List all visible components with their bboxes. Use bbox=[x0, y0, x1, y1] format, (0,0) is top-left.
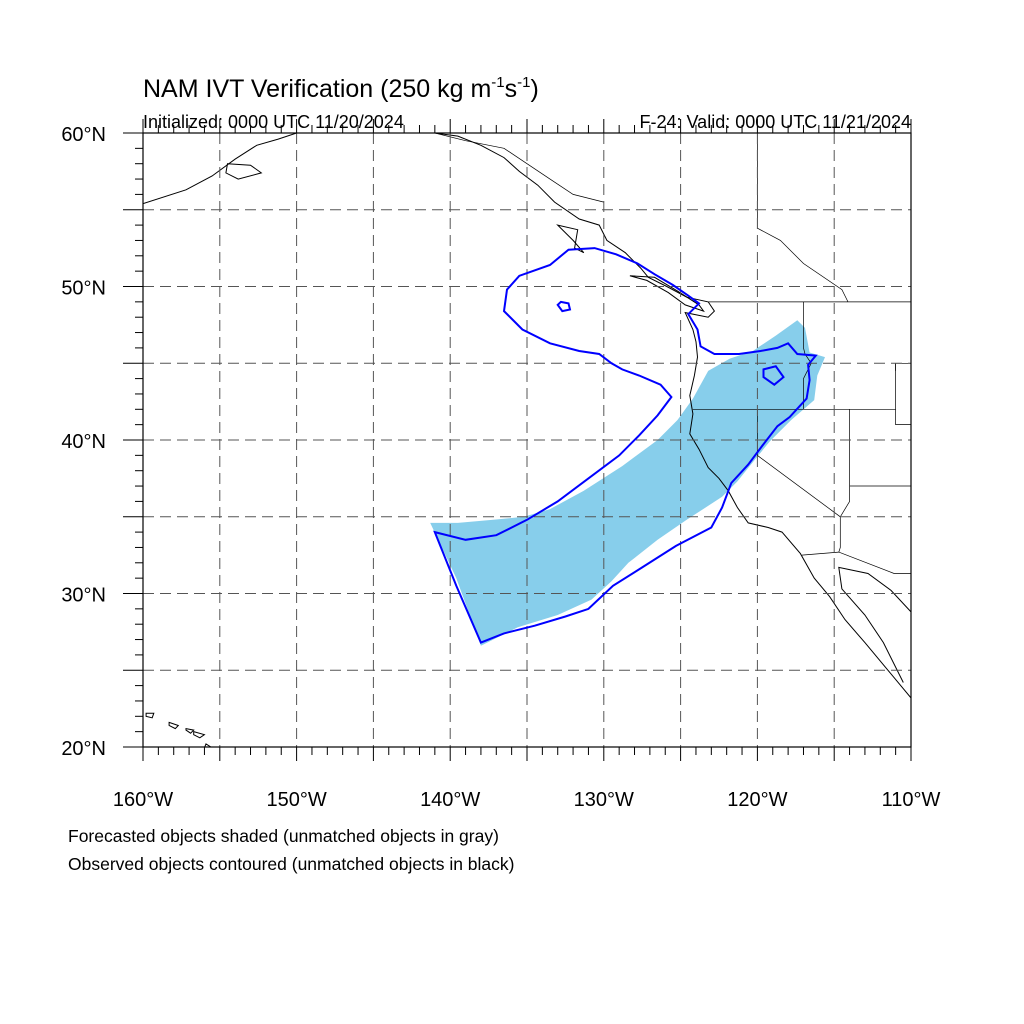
hawaii-island bbox=[145, 712, 155, 719]
hawaii-island bbox=[185, 727, 195, 734]
lon-label: 150°W bbox=[266, 789, 326, 811]
lon-label: 120°W bbox=[727, 789, 787, 811]
lat-label: 60°N bbox=[61, 124, 106, 146]
forecast-object bbox=[430, 320, 825, 646]
state-border bbox=[838, 486, 850, 553]
hawaii-island bbox=[168, 721, 180, 730]
lon-label: 130°W bbox=[574, 789, 634, 811]
legend-forecast-note: Forecasted objects shaded (unmatched obj… bbox=[68, 826, 499, 846]
kodiak-island bbox=[225, 163, 263, 180]
lat-label: 40°N bbox=[61, 431, 106, 453]
map-area bbox=[143, 133, 911, 747]
figure-title: NAM IVT Verification (250 kg m-1s-1) bbox=[143, 74, 539, 103]
bc-alberta-border bbox=[757, 133, 849, 303]
state-border bbox=[895, 362, 911, 371]
alaska-bc-border bbox=[434, 133, 604, 203]
valid-label: F-24: Valid: 0000 UTC 11/21/2024 bbox=[640, 112, 912, 132]
hawaii-island bbox=[193, 730, 206, 739]
state-border bbox=[895, 363, 911, 425]
legend-observed-note: Observed objects contoured (unmatched ob… bbox=[68, 854, 515, 874]
political-borders bbox=[434, 133, 911, 574]
observed-object-hole bbox=[556, 300, 572, 313]
observed-object-lobe bbox=[762, 365, 785, 386]
lat-label: 30°N bbox=[61, 585, 106, 607]
initialized-label: Initialized: 0000 UTC 11/20/2024 bbox=[143, 112, 404, 132]
coastlines bbox=[143, 133, 911, 747]
haida-gwaii bbox=[556, 224, 585, 254]
lon-label: 160°W bbox=[113, 789, 173, 811]
lon-label: 110°W bbox=[882, 789, 941, 811]
lat-label: 50°N bbox=[61, 278, 106, 300]
lat-label: 20°N bbox=[61, 738, 106, 760]
coastline-gulf-of-california bbox=[838, 566, 911, 683]
observed-object-contour bbox=[433, 247, 818, 644]
coastline-alaska bbox=[143, 133, 297, 205]
coastline-west-america bbox=[434, 133, 911, 699]
state-border bbox=[803, 301, 812, 410]
lat-lon-grid bbox=[143, 133, 911, 747]
axis-ticks bbox=[123, 119, 912, 761]
us-mexico-border bbox=[801, 551, 911, 574]
longitude-labels: 160°W 150°W 140°W 130°W 120°W 110°W bbox=[113, 789, 941, 811]
lon-label: 140°W bbox=[420, 789, 480, 811]
latitude-labels: 60°N 50°N 40°N 30°N 20°N bbox=[61, 124, 106, 760]
vancouver-island bbox=[629, 275, 705, 313]
observed-objects bbox=[433, 247, 818, 644]
